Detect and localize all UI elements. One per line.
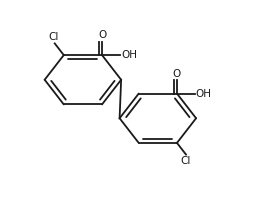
Text: O: O xyxy=(98,30,106,40)
Text: Cl: Cl xyxy=(181,156,191,166)
Text: OH: OH xyxy=(196,89,212,99)
Text: Cl: Cl xyxy=(48,32,59,42)
Text: O: O xyxy=(173,69,181,79)
Text: OH: OH xyxy=(121,50,137,60)
